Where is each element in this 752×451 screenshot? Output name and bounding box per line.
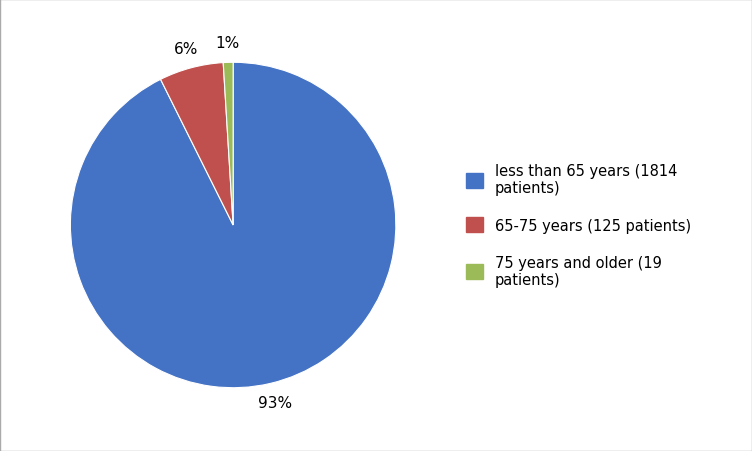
- Wedge shape: [71, 63, 396, 388]
- Wedge shape: [223, 63, 233, 226]
- Text: 1%: 1%: [215, 36, 240, 51]
- Legend: less than 65 years (1814
patients), 65-75 years (125 patients), 75 years and old: less than 65 years (1814 patients), 65-7…: [459, 156, 699, 295]
- Wedge shape: [161, 64, 233, 226]
- Text: 6%: 6%: [174, 42, 199, 57]
- Text: 93%: 93%: [258, 395, 292, 410]
